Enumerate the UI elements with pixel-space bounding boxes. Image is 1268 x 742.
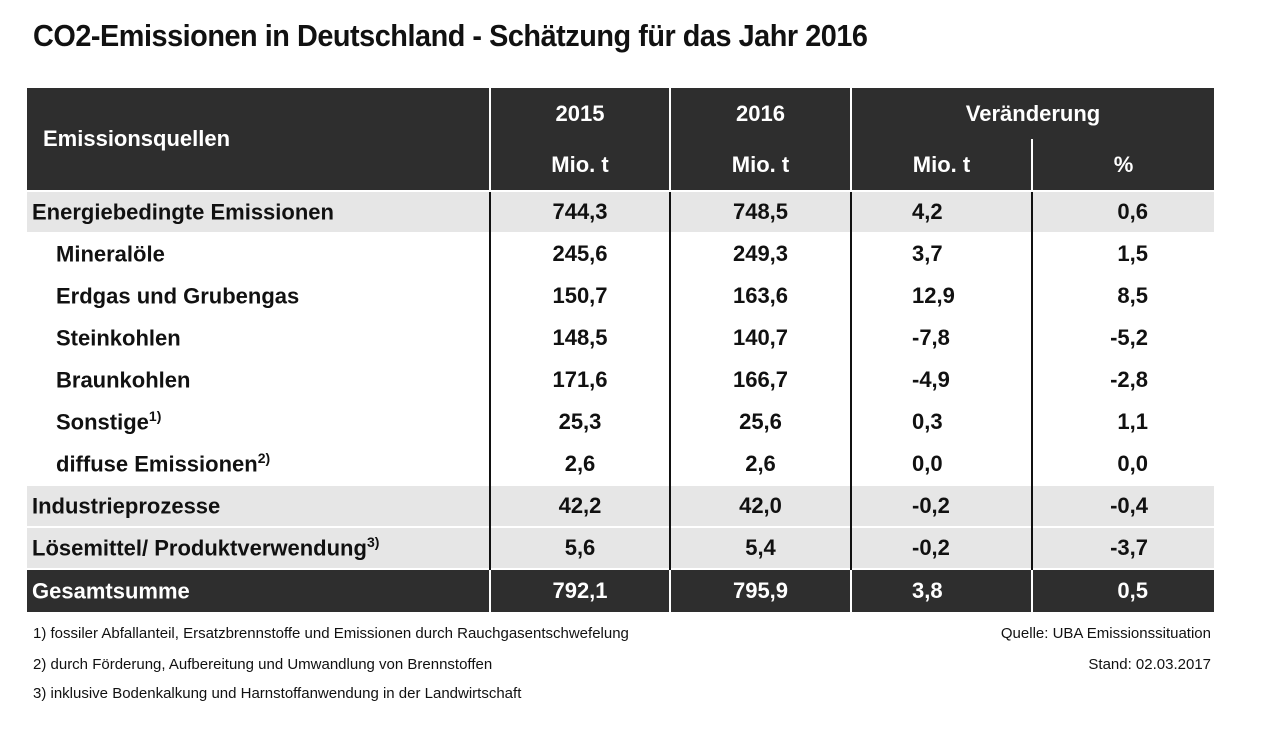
table-row: Mineralöle 245,6 249,3 3,7 1,5 <box>27 232 1215 275</box>
change-mio-t: -4,9 <box>850 358 1032 401</box>
table-row: Braunkohlen 171,6 166,7 -4,9 -2,8 <box>27 358 1215 401</box>
change-mio-t: 0,3 <box>850 400 1032 443</box>
value-2015: 245,6 <box>489 232 670 275</box>
row-label: Sonstige1) <box>27 400 490 443</box>
row-label-text: Steinkohlen <box>56 325 181 351</box>
unit-percent: % <box>1030 139 1215 191</box>
row-label-text: Industrieprozesse <box>32 493 221 519</box>
value-2016: 795,9 <box>669 568 851 612</box>
footnote-1: 1) fossiler Abfallanteil, Ersatzbrennsto… <box>33 625 629 642</box>
header-2016: 2016 <box>669 88 851 139</box>
source-note: Quelle: UBA Emissionssituation <box>1000 625 1211 642</box>
unit-change: Mio. t <box>850 139 1032 191</box>
change-mio-t: -0,2 <box>850 526 1032 569</box>
row-label-text: Mineralöle <box>56 241 165 267</box>
row-label: Industrieprozesse <box>27 484 490 527</box>
row-label: Erdgas und Grubengas <box>27 274 490 317</box>
row-label: Energiebedingte Emissionen <box>27 190 490 233</box>
change-percent: 0,5 <box>1030 568 1215 612</box>
change-percent: -0,4 <box>1030 484 1215 527</box>
header-source: Emissionsquellen <box>27 88 490 191</box>
table-row: diffuse Emissionen2) 2,6 2,6 0,0 0,0 <box>27 442 1215 485</box>
change-percent: -5,2 <box>1030 316 1215 359</box>
change-mio-t: 3,7 <box>850 232 1032 275</box>
change-percent: -2,8 <box>1030 358 1215 401</box>
value-2016: 2,6 <box>669 442 851 485</box>
table-row: Lösemittel/ Produktverwendung3) 5,6 5,4 … <box>27 526 1215 569</box>
change-percent: 1,1 <box>1030 400 1215 443</box>
change-percent: 0,0 <box>1030 442 1215 485</box>
value-2016: 166,7 <box>669 358 851 401</box>
header-change: Veränderung <box>849 88 1215 139</box>
page-title: CO2-Emissionen in Deutschland - Schätzun… <box>33 18 868 53</box>
value-2015: 792,1 <box>489 568 670 612</box>
change-percent: -3,7 <box>1030 526 1215 569</box>
footnote-ref: 3) <box>366 534 380 551</box>
row-label-text: Gesamtsumme <box>32 578 190 604</box>
table-row: Erdgas und Grubengas 150,7 163,6 12,9 8,… <box>27 274 1215 317</box>
value-2015: 744,3 <box>489 190 670 233</box>
change-mio-t: -7,8 <box>850 316 1032 359</box>
row-label-text: Sonstige <box>56 409 149 435</box>
change-mio-t: 12,9 <box>850 274 1032 317</box>
value-2015: 5,6 <box>489 526 670 569</box>
row-label-text: Braunkohlen <box>56 367 191 393</box>
header-2015: 2015 <box>489 88 670 139</box>
emissions-table: Emissionsquellen 2015 2016 Veränderung M… <box>27 88 1215 612</box>
value-2016: 5,4 <box>669 526 851 569</box>
date-note: Stand: 02.03.2017 <box>1088 656 1211 673</box>
value-2016: 25,6 <box>669 400 851 443</box>
change-percent: 8,5 <box>1030 274 1215 317</box>
row-label-text: Energiebedingte Emissionen <box>32 199 334 225</box>
row-label: Steinkohlen <box>27 316 490 359</box>
table-row: Gesamtsumme 792,1 795,9 3,8 0,5 <box>27 568 1215 612</box>
row-label: diffuse Emissionen2) <box>27 442 490 485</box>
footnote-2: 2) durch Förderung, Aufbereitung und Umw… <box>33 656 493 673</box>
value-2015: 42,2 <box>489 484 670 527</box>
table-row: Steinkohlen 148,5 140,7 -7,8 -5,2 <box>27 316 1215 359</box>
change-percent: 0,6 <box>1030 190 1215 233</box>
change-percent: 1,5 <box>1030 232 1215 275</box>
row-label: Gesamtsumme <box>27 568 490 612</box>
row-label: Lösemittel/ Produktverwendung3) <box>27 526 490 569</box>
footnote-ref: 2) <box>257 450 271 467</box>
row-label: Mineralöle <box>27 232 490 275</box>
change-mio-t: -0,2 <box>850 484 1032 527</box>
value-2015: 2,6 <box>489 442 670 485</box>
unit-2015: Mio. t <box>489 139 670 191</box>
value-2016: 42,0 <box>669 484 851 527</box>
footnote-3: 3) inklusive Bodenkalkung und Harnstoffa… <box>33 685 522 702</box>
value-2016: 140,7 <box>669 316 851 359</box>
value-2015: 148,5 <box>489 316 670 359</box>
value-2015: 25,3 <box>489 400 670 443</box>
change-mio-t: 0,0 <box>850 442 1032 485</box>
value-2016: 163,6 <box>669 274 851 317</box>
table-row: Sonstige1) 25,3 25,6 0,3 1,1 <box>27 400 1215 443</box>
table-row: Energiebedingte Emissionen 744,3 748,5 4… <box>27 190 1215 233</box>
table-row: Industrieprozesse 42,2 42,0 -0,2 -0,4 <box>27 484 1215 527</box>
row-label-text: diffuse Emissionen <box>56 451 258 477</box>
value-2015: 150,7 <box>489 274 670 317</box>
value-2016: 249,3 <box>669 232 851 275</box>
change-mio-t: 4,2 <box>850 190 1032 233</box>
row-label: Braunkohlen <box>27 358 490 401</box>
change-mio-t: 3,8 <box>850 568 1032 612</box>
footnote-ref: 1) <box>148 408 162 425</box>
row-label-text: Lösemittel/ Produktverwendung <box>32 535 367 561</box>
unit-2016: Mio. t <box>669 139 851 191</box>
value-2015: 171,6 <box>489 358 670 401</box>
value-2016: 748,5 <box>669 190 851 233</box>
row-label-text: Erdgas und Grubengas <box>56 283 300 309</box>
